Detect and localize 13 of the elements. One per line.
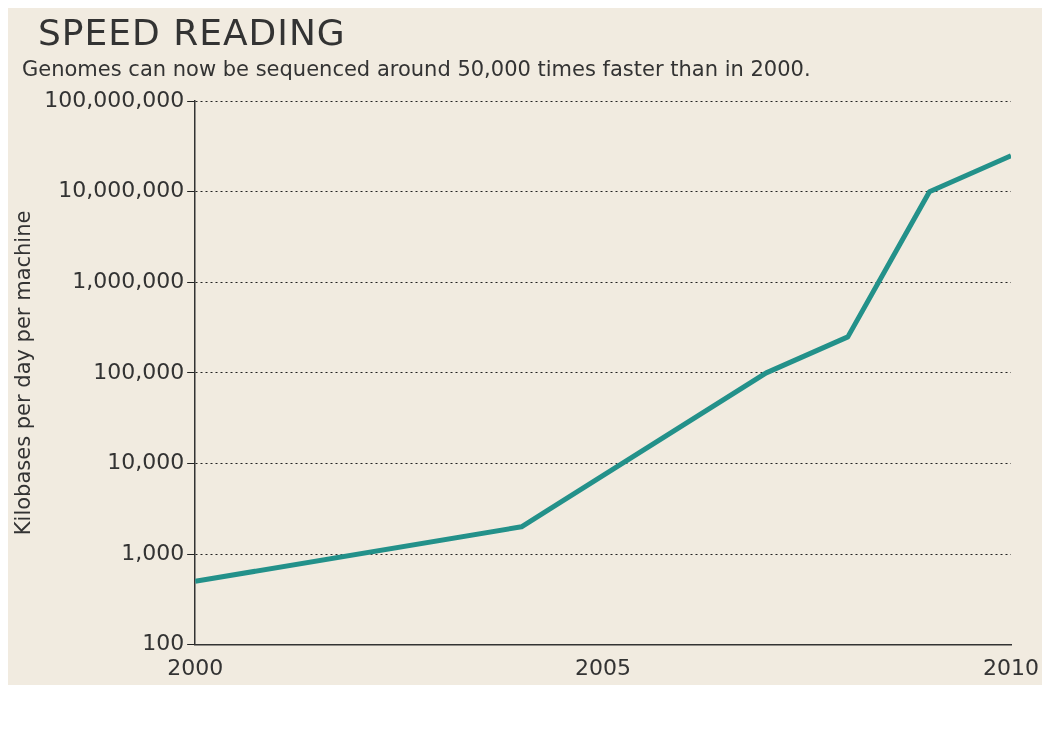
- y-tick-label: 10,000: [107, 449, 185, 475]
- y-tick-label: 1,000,000: [72, 268, 185, 294]
- y-tick-label: 100,000,000: [44, 86, 185, 112]
- y-axis-title: Kilobases per day per machine: [11, 210, 36, 536]
- y-tick-label: 100: [142, 630, 185, 656]
- x-tick-label: 2005: [575, 654, 632, 680]
- y-tick-label: 1,000: [121, 539, 185, 565]
- x-tick-label: 2000: [167, 654, 224, 680]
- chart-subtitle: Genomes can now be sequenced around 50,000 times faster than in 2000.: [21, 56, 812, 83]
- chart-title: SPEED READING: [37, 11, 347, 53]
- y-tick-label: 10,000,000: [58, 177, 185, 203]
- y-tick-label: 100,000: [93, 358, 185, 384]
- x-tick-label: 2010: [983, 654, 1040, 680]
